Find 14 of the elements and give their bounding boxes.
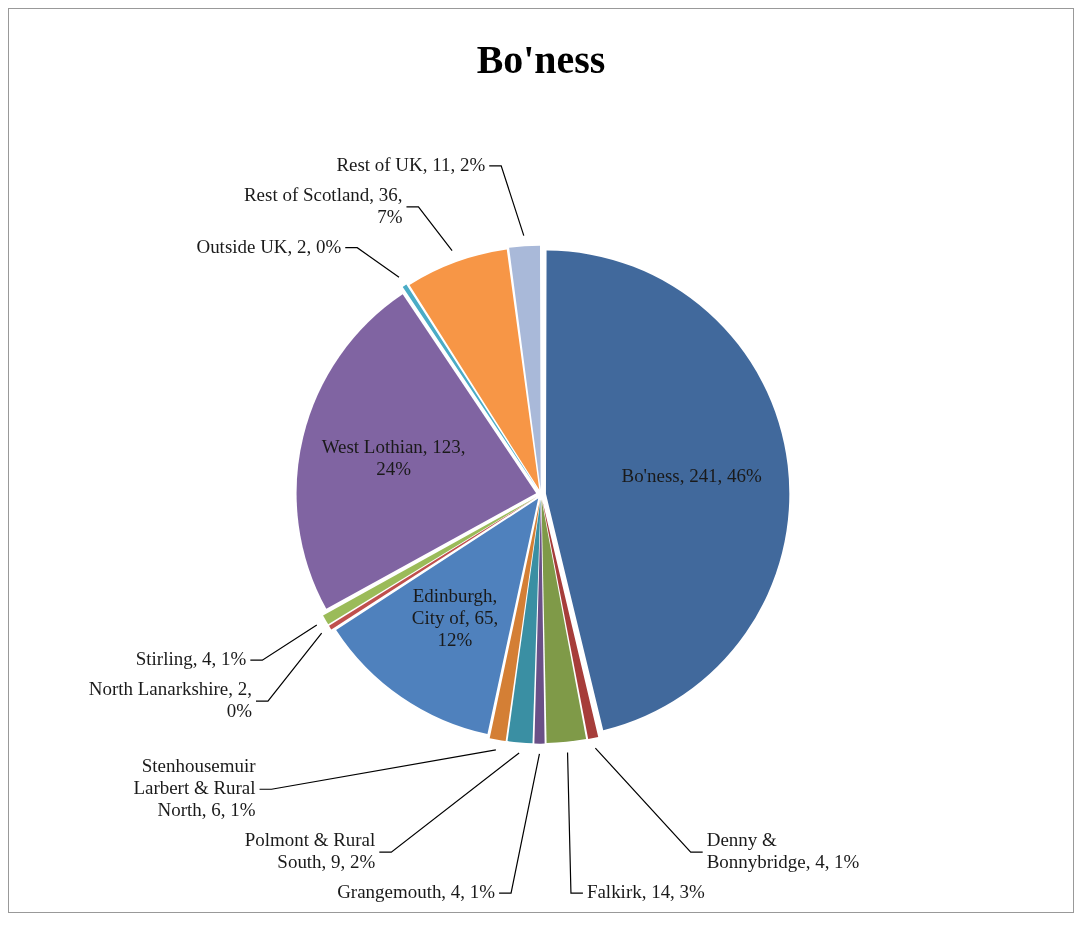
slice-label: Outside UK, 2, 0% <box>196 235 342 257</box>
slice-label: Polmont & Rural South, 9, 2% <box>244 829 376 873</box>
slice-label: Rest of UK, 11, 2% <box>336 153 486 175</box>
slice-label: Edinburgh, City of, 65, 12% <box>411 585 499 651</box>
slice-label: West Lothian, 123, 24% <box>321 435 466 479</box>
slice-label: Falkirk, 14, 3% <box>586 881 706 903</box>
slice-label: Stirling, 4, 1% <box>135 648 247 670</box>
slice-label: North Lanarkshire, 2, 0% <box>88 678 253 722</box>
slice-label: Grangemouth, 4, 1% <box>337 881 496 903</box>
category-label: Bo'ness, 241, 46% <box>621 464 762 486</box>
slice-label: Denny & Bonnybridge, 4, 1% <box>706 829 860 873</box>
slice-label: Stenhousemuir Larbert & Rural North, 6, 1% <box>133 755 257 821</box>
slice-label: Bo'ness <box>476 37 606 83</box>
slice-label: Rest of Scotland, 36, 7% <box>243 183 403 227</box>
